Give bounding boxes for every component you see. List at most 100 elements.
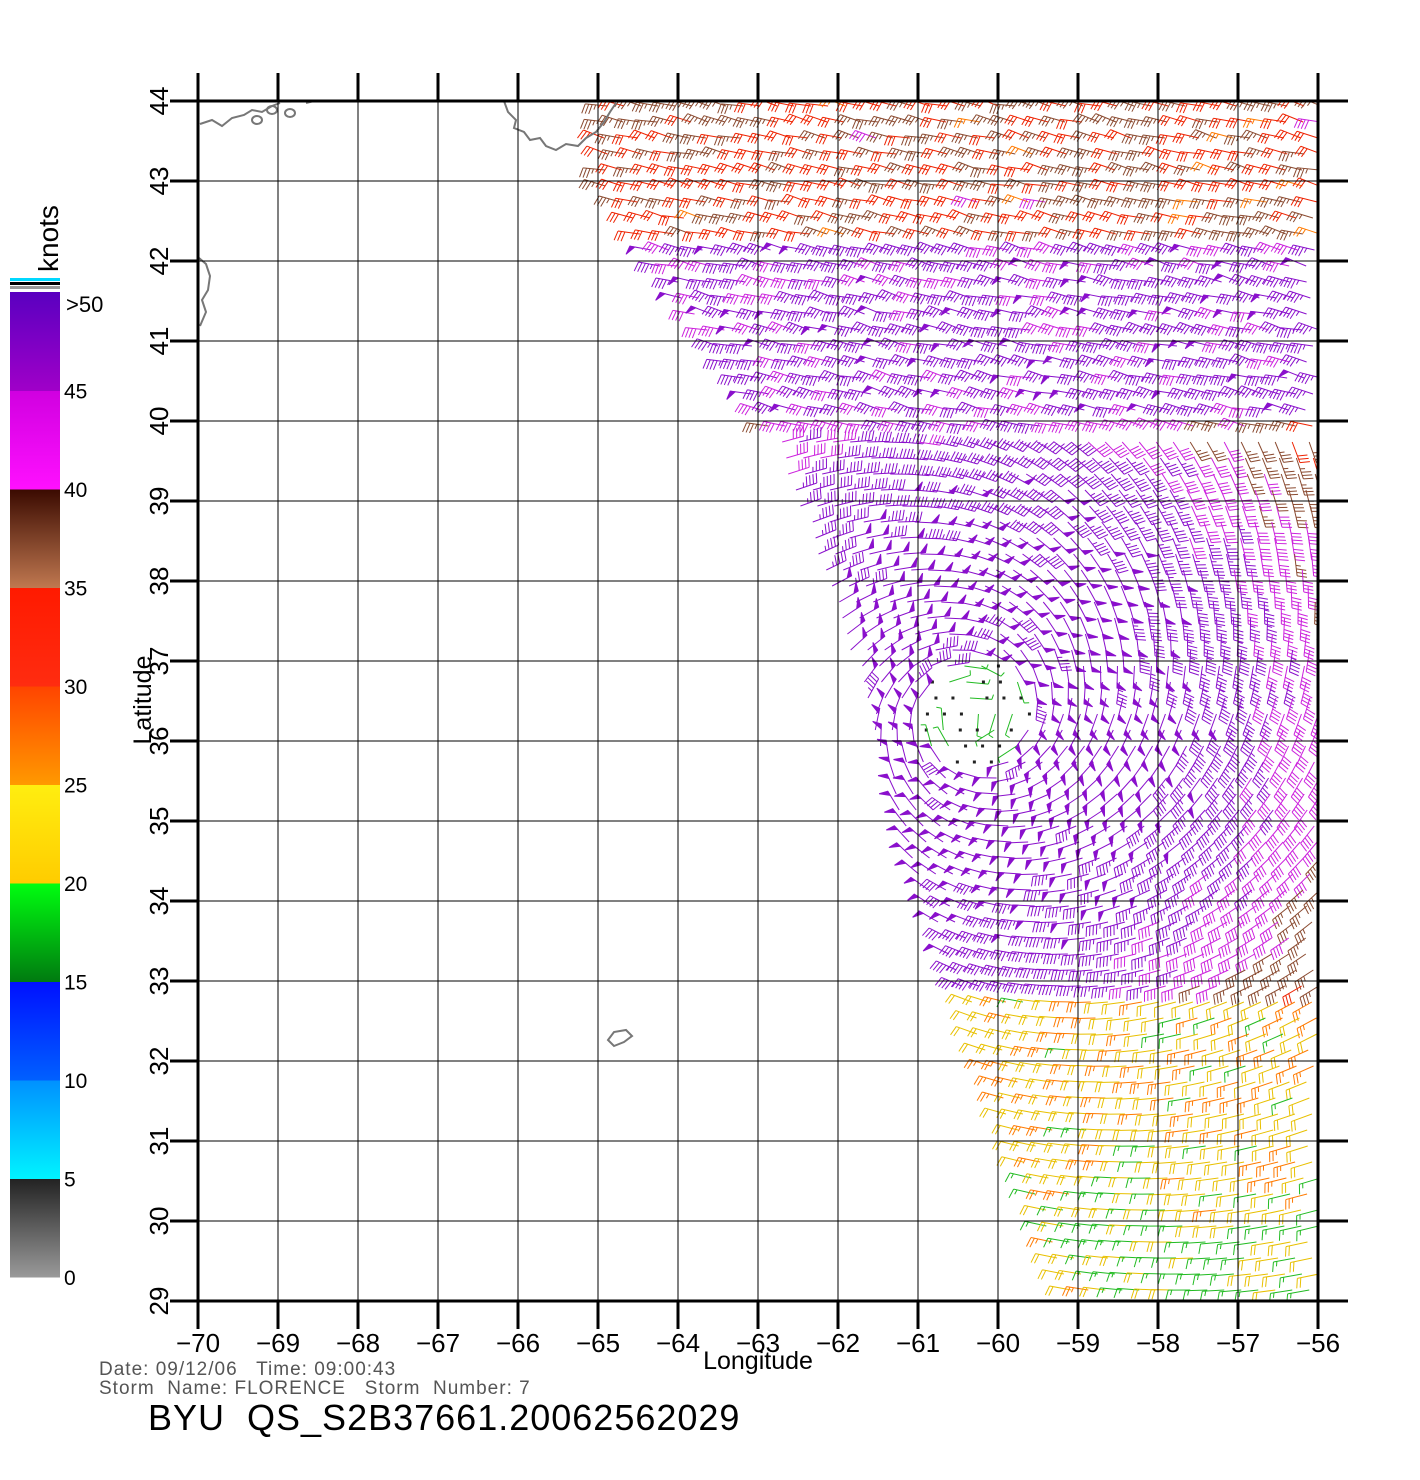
barb-half-feather xyxy=(1018,101,1022,107)
barb-feather xyxy=(870,151,875,162)
barb-feather xyxy=(972,135,977,146)
barb-feather xyxy=(881,431,885,442)
barb-half-feather xyxy=(1167,199,1171,205)
barb-feather xyxy=(1252,407,1257,418)
barb-half-feather xyxy=(1151,136,1154,142)
wind-barb xyxy=(1120,197,1148,209)
barb-feather xyxy=(635,165,642,175)
barb-feather xyxy=(644,263,650,274)
barb-shaft xyxy=(941,118,964,123)
wind-barb xyxy=(1240,441,1261,463)
barb-feather xyxy=(893,101,900,111)
wind-barb xyxy=(648,101,676,113)
barb-feather xyxy=(1021,343,1027,353)
barb-feather xyxy=(719,198,726,208)
barb-feather xyxy=(1207,422,1214,432)
barb-feather xyxy=(976,168,982,178)
barb-feather xyxy=(1054,164,1061,174)
barb-feather xyxy=(946,423,951,434)
barb-shaft xyxy=(891,147,914,155)
wind-barb xyxy=(820,261,848,274)
barb-half-feather xyxy=(777,165,782,171)
barb-feather xyxy=(771,151,777,162)
barb-half-feather xyxy=(718,280,722,286)
barb-half-feather xyxy=(1273,103,1277,109)
wind-barb xyxy=(698,229,725,241)
barb-feather xyxy=(1103,264,1109,275)
barb-feather xyxy=(686,247,692,258)
barb-feather xyxy=(950,279,956,289)
barb-half-feather xyxy=(942,438,946,444)
barb-feather xyxy=(1041,116,1048,126)
wind-barb xyxy=(835,149,863,161)
barb-shaft xyxy=(684,133,706,139)
barb-feather xyxy=(1164,449,1175,455)
barb-feather xyxy=(1115,151,1120,162)
barb-feather xyxy=(943,119,949,130)
barb-feather xyxy=(680,165,686,175)
wind-barb xyxy=(1082,388,1110,401)
barb-feather xyxy=(874,327,881,337)
barb-feather xyxy=(1139,161,1146,171)
barb-feather xyxy=(852,131,859,141)
wind-barb xyxy=(821,311,848,323)
barb-shaft xyxy=(946,101,965,107)
wind-barb xyxy=(699,101,727,110)
barb-feather xyxy=(648,131,655,141)
barb-feather xyxy=(943,358,949,368)
barb-feather xyxy=(819,180,827,190)
barb-feather xyxy=(784,147,791,157)
wind-barb xyxy=(1278,403,1306,416)
barb-feather xyxy=(701,326,707,336)
barb-shaft xyxy=(1228,134,1250,139)
barb-feather xyxy=(640,263,646,273)
wind-barb xyxy=(866,131,894,143)
barb-half-feather xyxy=(625,168,629,174)
barb-shaft xyxy=(785,134,808,139)
barb-feather xyxy=(1264,375,1270,385)
colorbar-tick-label: 45 xyxy=(64,381,87,404)
barb-feather xyxy=(705,117,712,127)
barb-feather xyxy=(851,390,857,401)
barb-shaft xyxy=(599,133,621,139)
barb-feather xyxy=(597,134,604,145)
wind-barb xyxy=(844,213,872,225)
barb-feather xyxy=(1127,118,1133,129)
barb-feather xyxy=(1097,101,1104,112)
wind-barb xyxy=(850,430,875,443)
wind-barb xyxy=(1276,229,1303,241)
barb-feather xyxy=(614,147,621,157)
barb-feather xyxy=(788,135,794,146)
barb-shaft xyxy=(1214,148,1237,155)
barb-feather xyxy=(940,277,946,287)
wind-barb xyxy=(696,133,723,145)
barb-shaft xyxy=(1041,130,1064,139)
barb-feather xyxy=(988,149,995,159)
barb-feather xyxy=(1144,147,1152,157)
barb-shaft xyxy=(840,114,862,123)
barb-half-feather xyxy=(1203,230,1208,236)
barb-feather xyxy=(1304,120,1310,130)
barb-feather xyxy=(1016,376,1022,387)
barb-pennant xyxy=(861,385,874,394)
barb-feather xyxy=(769,182,775,192)
barb-feather xyxy=(615,135,621,145)
wind-barb xyxy=(785,102,812,114)
barb-feather xyxy=(645,130,652,140)
wind-barb xyxy=(1210,402,1238,416)
barb-feather xyxy=(1299,461,1310,464)
barb-feather xyxy=(736,118,742,128)
barb-feather xyxy=(1250,149,1257,159)
barb-half-feather xyxy=(798,326,803,332)
barb-feather xyxy=(1079,230,1085,240)
wind-barb xyxy=(1292,322,1318,335)
wind-barb xyxy=(985,130,1013,142)
barb-feather xyxy=(974,101,981,108)
barb-half-feather xyxy=(1038,375,1042,380)
barb-half-feather xyxy=(1288,231,1292,237)
barb-shaft xyxy=(1230,117,1253,123)
barb-feather xyxy=(1123,118,1129,128)
barb-half-feather xyxy=(964,165,969,171)
barb-feather xyxy=(754,134,760,144)
barb-feather xyxy=(1097,375,1103,385)
